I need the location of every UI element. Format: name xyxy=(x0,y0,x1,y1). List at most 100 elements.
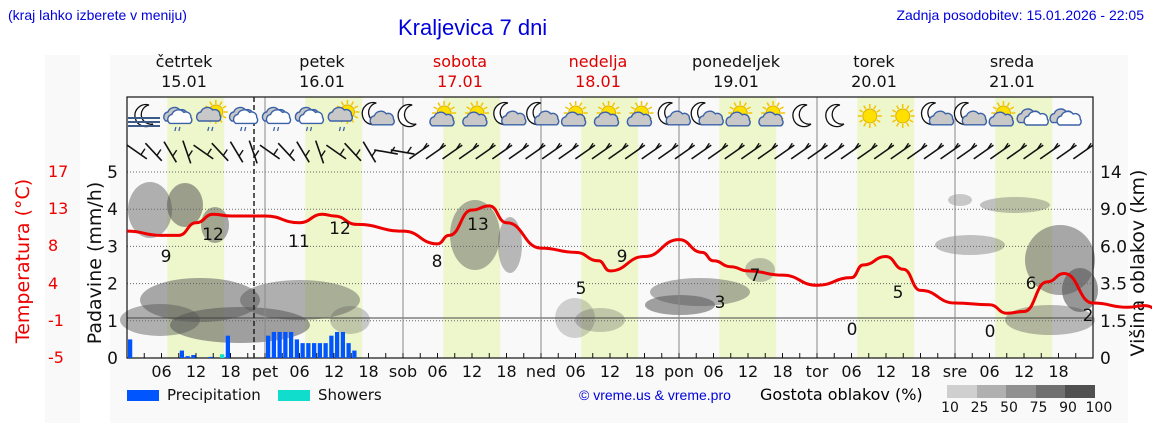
cloud-density-area xyxy=(128,182,172,238)
cloud-height-tick: 1.5 xyxy=(1100,312,1127,332)
x-tick-label: 18 xyxy=(910,362,930,381)
precipitation-bar xyxy=(306,343,311,358)
precipitation-bar xyxy=(340,331,345,358)
wind-barb-icon xyxy=(989,142,1011,160)
wind-barb-icon xyxy=(144,142,163,162)
wind-barb-icon xyxy=(906,142,928,160)
x-tick-label: 18 xyxy=(1048,362,1068,381)
sun-cloud-icon xyxy=(560,101,588,127)
wind-barb-icon xyxy=(1072,142,1094,160)
precipitation-bar xyxy=(323,343,328,358)
copyright-link[interactable]: © vreme.us & vreme.pro xyxy=(579,387,731,403)
wind-barb-icon xyxy=(757,142,779,160)
precipitation-bar xyxy=(277,331,282,358)
temperature-value-label: 6 xyxy=(1026,274,1037,294)
temperature-value-label: 9 xyxy=(161,247,172,267)
x-tick-label: 06 xyxy=(427,362,447,381)
x-tick-label: 12 xyxy=(186,362,206,381)
sun-cloud-icon xyxy=(725,101,753,127)
fog-moon-icon xyxy=(128,103,160,128)
precipitation-bar xyxy=(191,355,196,358)
precipitation-bar xyxy=(283,331,288,358)
sun-cloud-drizzle-icon xyxy=(327,100,360,132)
wind-barb-icon xyxy=(674,142,696,160)
x-tick-label: sob xyxy=(389,362,417,381)
x-tick-label: 18 xyxy=(220,362,240,381)
wind-barb-icon xyxy=(558,142,579,160)
cloud-drizzle-icon xyxy=(261,106,292,132)
wind-barb-icon xyxy=(774,142,795,160)
wind-barb-icon xyxy=(807,142,828,160)
moon-cloud-icon xyxy=(361,101,395,126)
wind-barb-icon xyxy=(724,142,745,160)
wind-barb-icon xyxy=(857,142,878,160)
wind-barb-icon xyxy=(973,142,994,160)
wind-barb-icon xyxy=(691,142,712,160)
precip-tick: 5 xyxy=(107,163,118,183)
wind-barb-icon xyxy=(574,142,596,160)
precipitation-swatch xyxy=(127,390,159,401)
wind-barb-icon xyxy=(1039,142,1061,160)
precipitation-bar xyxy=(128,339,133,358)
wind-barb-icon xyxy=(707,142,729,160)
precipitation-bar xyxy=(300,343,305,358)
wind-barb-icon xyxy=(890,142,911,160)
wind-barb-icon xyxy=(408,142,430,160)
temperature-tick: -5 xyxy=(48,348,64,367)
cloud-density-area xyxy=(120,304,200,336)
precipitation-label: Precipitation xyxy=(167,386,261,404)
cloud-density-area xyxy=(745,258,775,282)
x-tick-label: 06 xyxy=(289,362,309,381)
density-tick: 25 xyxy=(970,400,989,416)
cloud-drizzle-icon xyxy=(228,106,259,132)
page-title: Kraljevica 7 dni xyxy=(398,15,548,40)
wind-barb-icon xyxy=(182,140,193,164)
moon-cloud-icon xyxy=(526,101,560,126)
x-tick-label: 06 xyxy=(703,362,723,381)
daylight-band xyxy=(443,97,501,358)
cloud-density-area xyxy=(330,306,370,334)
density-swatch xyxy=(947,385,977,398)
x-tick-label: 12 xyxy=(600,362,620,381)
daylight-band xyxy=(857,97,915,358)
showers-bar xyxy=(220,354,225,358)
cloud-drizzle-icon xyxy=(294,106,325,132)
precip-tick: 3 xyxy=(107,237,118,257)
sun-cloud-icon xyxy=(593,101,621,127)
moon-icon xyxy=(792,103,812,128)
temperature-line xyxy=(126,204,1152,315)
wind-barb-icon xyxy=(362,141,377,163)
wind-barb-icon xyxy=(248,140,260,164)
wind-barb-icon xyxy=(193,144,214,160)
daylight-band xyxy=(719,97,777,358)
wind-barb-icon xyxy=(491,142,513,160)
cloud-density-area xyxy=(498,217,522,273)
sun-icon xyxy=(890,104,915,128)
precipitation-bar xyxy=(335,331,340,358)
day-header: sobota 17.01 xyxy=(432,52,488,91)
sun-cloud-drizzle-icon xyxy=(196,100,228,132)
temperature-tick: 13 xyxy=(48,199,69,219)
wind-barb-icon xyxy=(1006,142,1028,160)
wind-barb-icon xyxy=(126,144,148,160)
temperature-value-label: 7 xyxy=(750,266,761,286)
wind-barb-icon xyxy=(390,146,415,155)
moon-cloud-icon xyxy=(920,101,955,126)
precipitation-bar xyxy=(208,356,213,358)
daylight-band xyxy=(581,97,639,358)
day-header: petek 16.01 xyxy=(299,52,345,91)
sun-cloud-icon xyxy=(429,101,457,127)
last-updated: Zadnja posodobitev: 15.01.2026 - 22:05 xyxy=(896,7,1144,23)
wind-barb-icon xyxy=(458,142,480,160)
precipitation-bar xyxy=(312,343,317,358)
x-tick-label: 18 xyxy=(358,362,378,381)
cloud-axis-label: Višina oblakov (km) xyxy=(1127,170,1149,357)
precipitation-bar xyxy=(185,356,190,358)
temperature-tick: 8 xyxy=(48,236,59,256)
precipitation-bar xyxy=(317,343,322,358)
x-tick-label: 12 xyxy=(738,362,758,381)
x-tick-label: 18 xyxy=(772,362,792,381)
daylight-band xyxy=(305,97,363,358)
temperature-value-label: 12 xyxy=(329,219,351,239)
